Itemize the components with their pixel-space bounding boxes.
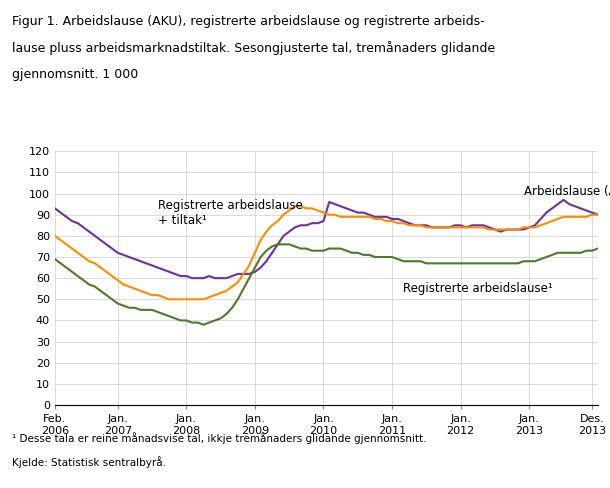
Text: ¹ Desse tala er reine månadsvise tal, ikkje tremånaders glidande gjennomsnitt.: ¹ Desse tala er reine månadsvise tal, ik… [12, 432, 427, 444]
Text: Kjelde: Statistisk sentralbyrå.: Kjelde: Statistisk sentralbyrå. [12, 456, 166, 468]
Text: Registrerte arbeidslause¹: Registrerte arbeidslause¹ [403, 283, 553, 295]
Text: gjennomsnitt. 1 000: gjennomsnitt. 1 000 [12, 68, 138, 81]
Text: Registrerte arbeidslause
+ tiltak¹: Registrerte arbeidslause + tiltak¹ [158, 200, 303, 227]
Text: lause pluss arbeidsmarknadstiltak. Sesongjusterte tal, tremånaders glidande: lause pluss arbeidsmarknadstiltak. Seson… [12, 41, 495, 56]
Text: Arbeidslause (AKU): Arbeidslause (AKU) [523, 185, 610, 198]
Text: Figur 1. Arbeidslause (AKU), registrerte arbeidslause og registrerte arbeids-: Figur 1. Arbeidslause (AKU), registrerte… [12, 15, 485, 28]
